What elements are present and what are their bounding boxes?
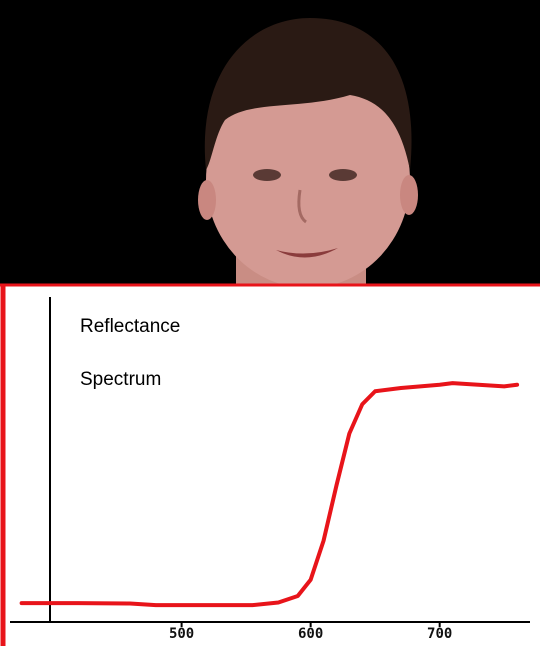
spectrum-line bbox=[19, 381, 520, 608]
x-tick-label: 700 bbox=[427, 626, 452, 642]
annotation: Spectrum bbox=[80, 369, 161, 390]
photo bbox=[0, 0, 540, 288]
x-tick-label: 500 bbox=[169, 626, 194, 642]
chart-panel bbox=[0, 284, 540, 646]
x-tick-label: 600 bbox=[298, 626, 323, 642]
annotation: Reflectance bbox=[80, 316, 180, 337]
